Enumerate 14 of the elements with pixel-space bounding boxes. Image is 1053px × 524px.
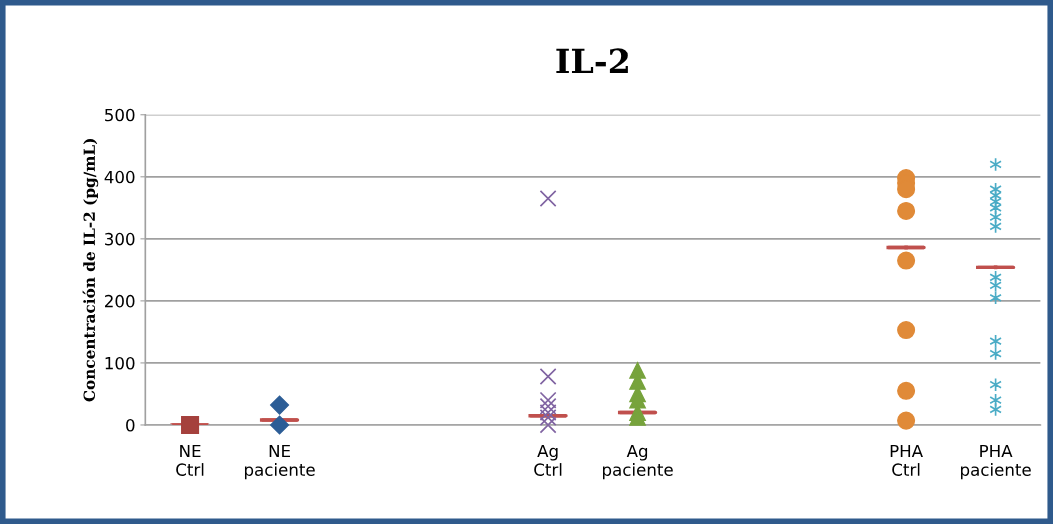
y-tick-label: 500 [105,108,135,122]
y-tick-label: 400 [104,170,135,184]
x-tick-label: PHA paciente [961,444,1031,480]
chart-title: IL-2 [556,48,628,74]
x-tick-label: NE paciente [244,444,315,480]
y-tick-label: 100 [105,356,135,370]
x-tick-label: PHA Ctrl [890,444,923,476]
x-tick-label: Ag paciente [603,444,673,480]
y-tick-label: 0 [126,418,135,432]
y-axis-title: Concentración de IL-2 (pg/mL) [82,139,99,402]
x-tick-label: NE Ctrl [176,444,204,476]
y-tick-label: 300 [105,232,135,246]
y-tick-label: 200 [105,294,135,308]
x-tick-label: Ag Ctrl [534,444,562,476]
